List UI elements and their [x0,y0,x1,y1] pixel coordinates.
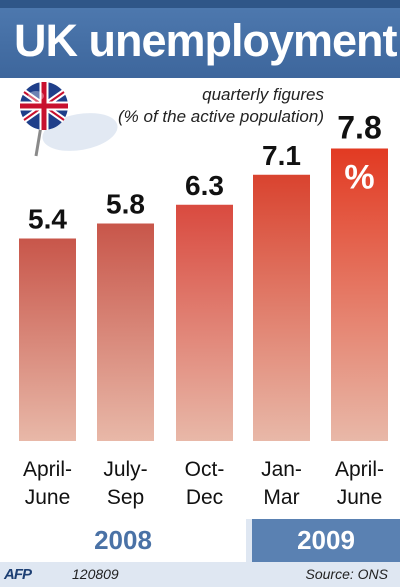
title-bar: UK unemployment [0,0,400,78]
source-credit: Source: ONS [305,566,388,582]
bar-5 [331,148,388,441]
chart-subtitle: quarterly figures (% of the active popul… [118,84,324,128]
year-label-2009: 2009 [252,519,400,562]
category-label-2-line-1: July- [103,458,147,481]
value-label-2: 5.8 [106,189,145,220]
value-label-3: 6.3 [185,170,224,201]
bar-3 [176,204,233,441]
unit-label: % [344,159,374,197]
afp-logo: AFP [4,566,32,583]
union-jack-pin-icon [20,82,118,157]
category-label-2-line-2: Sep [107,486,144,509]
bar-1 [19,238,76,441]
title-top-line [0,0,400,8]
value-label-4: 7.1 [262,140,301,171]
subtitle-line-1: quarterly figures [202,85,324,104]
footer [0,562,400,587]
value-label-5: 7.8 [337,110,381,146]
category-label-5-line-2: June [337,486,383,509]
year-label-2008: 2008 [0,519,246,562]
chart-title: UK unemployment [14,15,398,66]
bar-chart: 5.4 5.8 6.3 7.1 7.8% April- June July- Sep Oct- D… [19,110,388,509]
category-label-5-line-1: April- [335,458,384,481]
graphic-code: 120809 [72,566,119,582]
value-label-1: 5.4 [28,204,67,235]
category-label-1-line-1: April- [23,458,72,481]
category-label-4-line-1: Jan- [261,458,302,481]
category-label-3-line-2: Dec [186,486,223,509]
bar-2 [97,223,154,441]
bar-4 [253,174,310,441]
category-label-4-line-2: Mar [263,486,299,509]
subtitle-line-2: (% of the active population) [117,107,324,126]
category-label-3-line-1: Oct- [185,458,225,481]
category-label-1-line-2: June [25,486,71,509]
